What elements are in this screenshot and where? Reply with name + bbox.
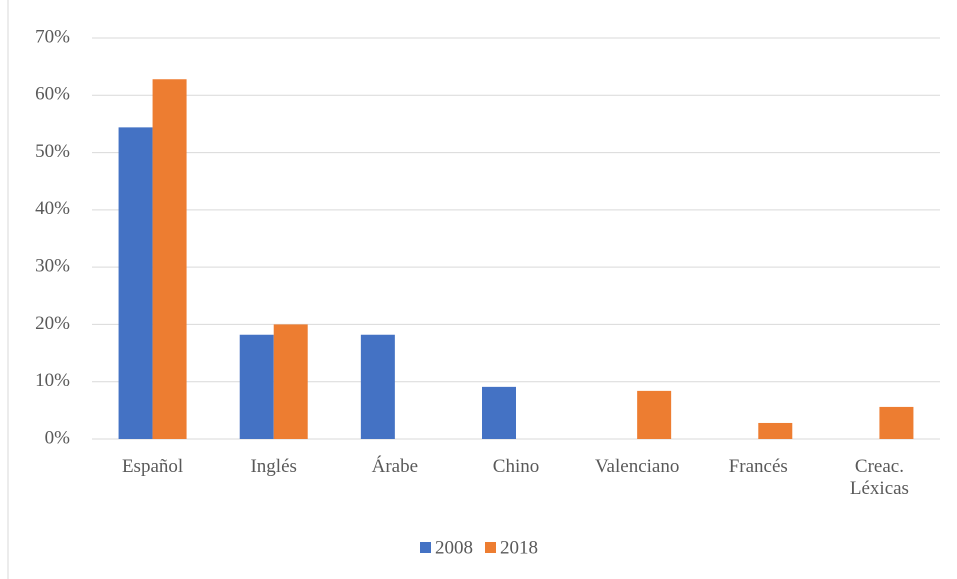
bar — [273, 324, 308, 439]
legend-label: 2018 — [500, 537, 538, 558]
x-tick-label: Chino — [492, 456, 540, 477]
legend-swatch — [485, 542, 496, 553]
y-tick-label: 60% — [35, 84, 70, 105]
legend-label: 2008 — [435, 537, 473, 558]
legend-swatch — [420, 542, 431, 553]
y-tick-label: 50% — [35, 141, 70, 162]
x-tick-label: Inglés — [250, 456, 297, 477]
bar — [879, 406, 914, 439]
y-tick-label: 70% — [35, 26, 70, 47]
bar — [482, 386, 516, 439]
x-tick-label: Árabe — [371, 456, 419, 477]
x-tick-label: Creac. Léxicas — [849, 456, 909, 499]
bar — [758, 422, 793, 439]
y-tick-label: 40% — [35, 198, 70, 219]
bar — [637, 390, 672, 439]
x-tick-label: Francés — [728, 456, 788, 477]
bar — [118, 127, 153, 439]
bar — [360, 334, 395, 439]
x-tick-label: Valenciano — [594, 456, 680, 477]
x-tick-label: Español — [121, 456, 184, 477]
bar — [239, 334, 274, 439]
bar — [152, 79, 187, 439]
y-tick-label: 10% — [35, 370, 70, 391]
y-tick-label: 0% — [45, 427, 71, 448]
y-tick-label: 30% — [35, 256, 70, 277]
y-tick-label: 20% — [35, 313, 70, 334]
